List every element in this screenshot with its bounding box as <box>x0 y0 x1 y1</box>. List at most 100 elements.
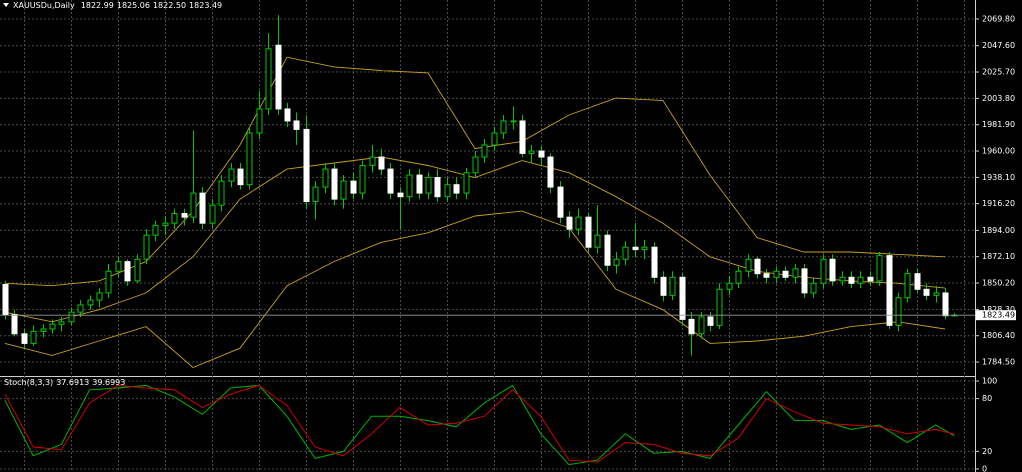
candle-bull <box>500 120 507 134</box>
band-lower <box>4 210 946 369</box>
stoch-main-label: 37.6913 <box>56 378 89 387</box>
candle-bear <box>284 108 291 122</box>
stoch-signal-label: 39.6993 <box>92 378 125 387</box>
y-tick-label: 1894.00 <box>982 226 1015 235</box>
candle-bear <box>275 44 282 110</box>
candle-bull <box>190 192 197 218</box>
candle-bull <box>256 108 263 134</box>
candle-bear <box>416 174 423 194</box>
candle-bull <box>369 156 376 166</box>
candle-bull <box>839 276 846 282</box>
stoch-line <box>4 384 955 466</box>
stoch-header: Stoch(8,3,3) 37.6913 39.6993 <box>4 378 125 387</box>
candle-bear <box>303 128 310 203</box>
stoch-line <box>4 384 955 463</box>
y-tick-label: 2069.80 <box>982 14 1015 23</box>
y-tick-label: 1960.00 <box>982 147 1015 156</box>
candle-bull <box>171 213 178 224</box>
candle-bear <box>434 176 441 198</box>
candle-bear <box>387 168 394 194</box>
candle-bear <box>566 216 573 230</box>
candle-bear <box>199 192 206 224</box>
candle-bull <box>933 292 940 296</box>
high-label: 1825.06 <box>117 1 150 10</box>
candle-bear <box>754 258 761 275</box>
candle-bull <box>218 180 225 206</box>
candle-bull <box>622 246 629 260</box>
candle-bear <box>538 150 545 158</box>
candle-bull <box>40 328 47 332</box>
candle-bear <box>397 192 404 198</box>
candle-bull <box>716 288 723 326</box>
band-upper <box>4 56 946 287</box>
candle-bear <box>453 184 460 194</box>
candle-bear <box>651 246 658 278</box>
chart-header: XAUUSDu,Daily 1822.99 1825.06 1822.50 1823.4… <box>13 1 222 10</box>
candle-bull <box>698 316 705 335</box>
y-tick-label: 1828.30 <box>982 305 1015 314</box>
y-tick-label: 20 <box>982 447 992 456</box>
candle-bull <box>773 270 780 278</box>
y-tick-label: 2025.70 <box>982 68 1015 77</box>
candle-bull <box>904 273 911 299</box>
candle-bull <box>594 234 601 248</box>
candle-bull <box>228 168 235 182</box>
candle-bear <box>914 273 921 290</box>
y-tick-label: 1850.20 <box>982 279 1015 288</box>
candle-bull <box>669 276 676 296</box>
symbol: XAUUSDu,Daily <box>13 1 75 10</box>
candle-bull <box>510 120 517 123</box>
y-tick-label: 100 <box>982 376 997 385</box>
y-tick-label: 1981.90 <box>982 120 1015 129</box>
y-tick-label: 1872.10 <box>982 252 1015 261</box>
y-tick-label: 1916.20 <box>982 199 1015 208</box>
y-tick-label: 2047.60 <box>982 41 1015 50</box>
candle-bull <box>472 156 479 174</box>
y-tick-label: 1784.50 <box>982 358 1015 367</box>
candle-bear <box>557 186 564 218</box>
candle-bull <box>857 276 864 284</box>
candle-bear <box>331 168 338 200</box>
candle-bull <box>820 258 827 284</box>
candle-bear <box>886 255 893 326</box>
candle-bull <box>162 222 169 227</box>
y-tick-label: 1938.10 <box>982 173 1015 182</box>
candle-bull <box>359 164 366 194</box>
candle-bull <box>58 321 65 325</box>
candle-bull <box>876 255 883 282</box>
candle-bull <box>322 168 329 188</box>
current-price-label: 1823.49 <box>982 311 1015 320</box>
candle-bull <box>134 258 141 282</box>
candle-bull <box>312 186 319 203</box>
candle-bull <box>143 234 150 260</box>
candle-bull <box>613 258 620 266</box>
menu-icon <box>3 3 9 7</box>
candle-bear <box>848 276 855 284</box>
candle-bear <box>829 258 836 282</box>
candle-bull <box>641 246 648 251</box>
low-label: 1822.50 <box>153 1 186 10</box>
candle-bear <box>867 276 874 282</box>
candle-bear <box>11 314 18 335</box>
candle-bull <box>444 184 451 198</box>
candle-bull <box>152 225 159 236</box>
candle-bull <box>575 216 582 230</box>
candle-bull <box>246 132 253 186</box>
y-tick-label: 0 <box>982 465 987 472</box>
candle-bear <box>782 270 789 278</box>
candle-bear <box>293 120 300 130</box>
candle-bear <box>181 213 188 218</box>
candle-bull <box>49 323 56 330</box>
open-label: 1822.99 <box>81 1 114 10</box>
candle-bear <box>679 276 686 320</box>
candle-bear <box>519 120 526 154</box>
candle-bull <box>77 304 84 313</box>
close-label: 1823.49 <box>189 1 222 10</box>
candle-bull <box>406 174 413 198</box>
candle-bull <box>491 132 498 146</box>
candle-bull <box>792 268 799 278</box>
candle-bear <box>763 273 770 278</box>
candle-bull <box>735 270 742 284</box>
